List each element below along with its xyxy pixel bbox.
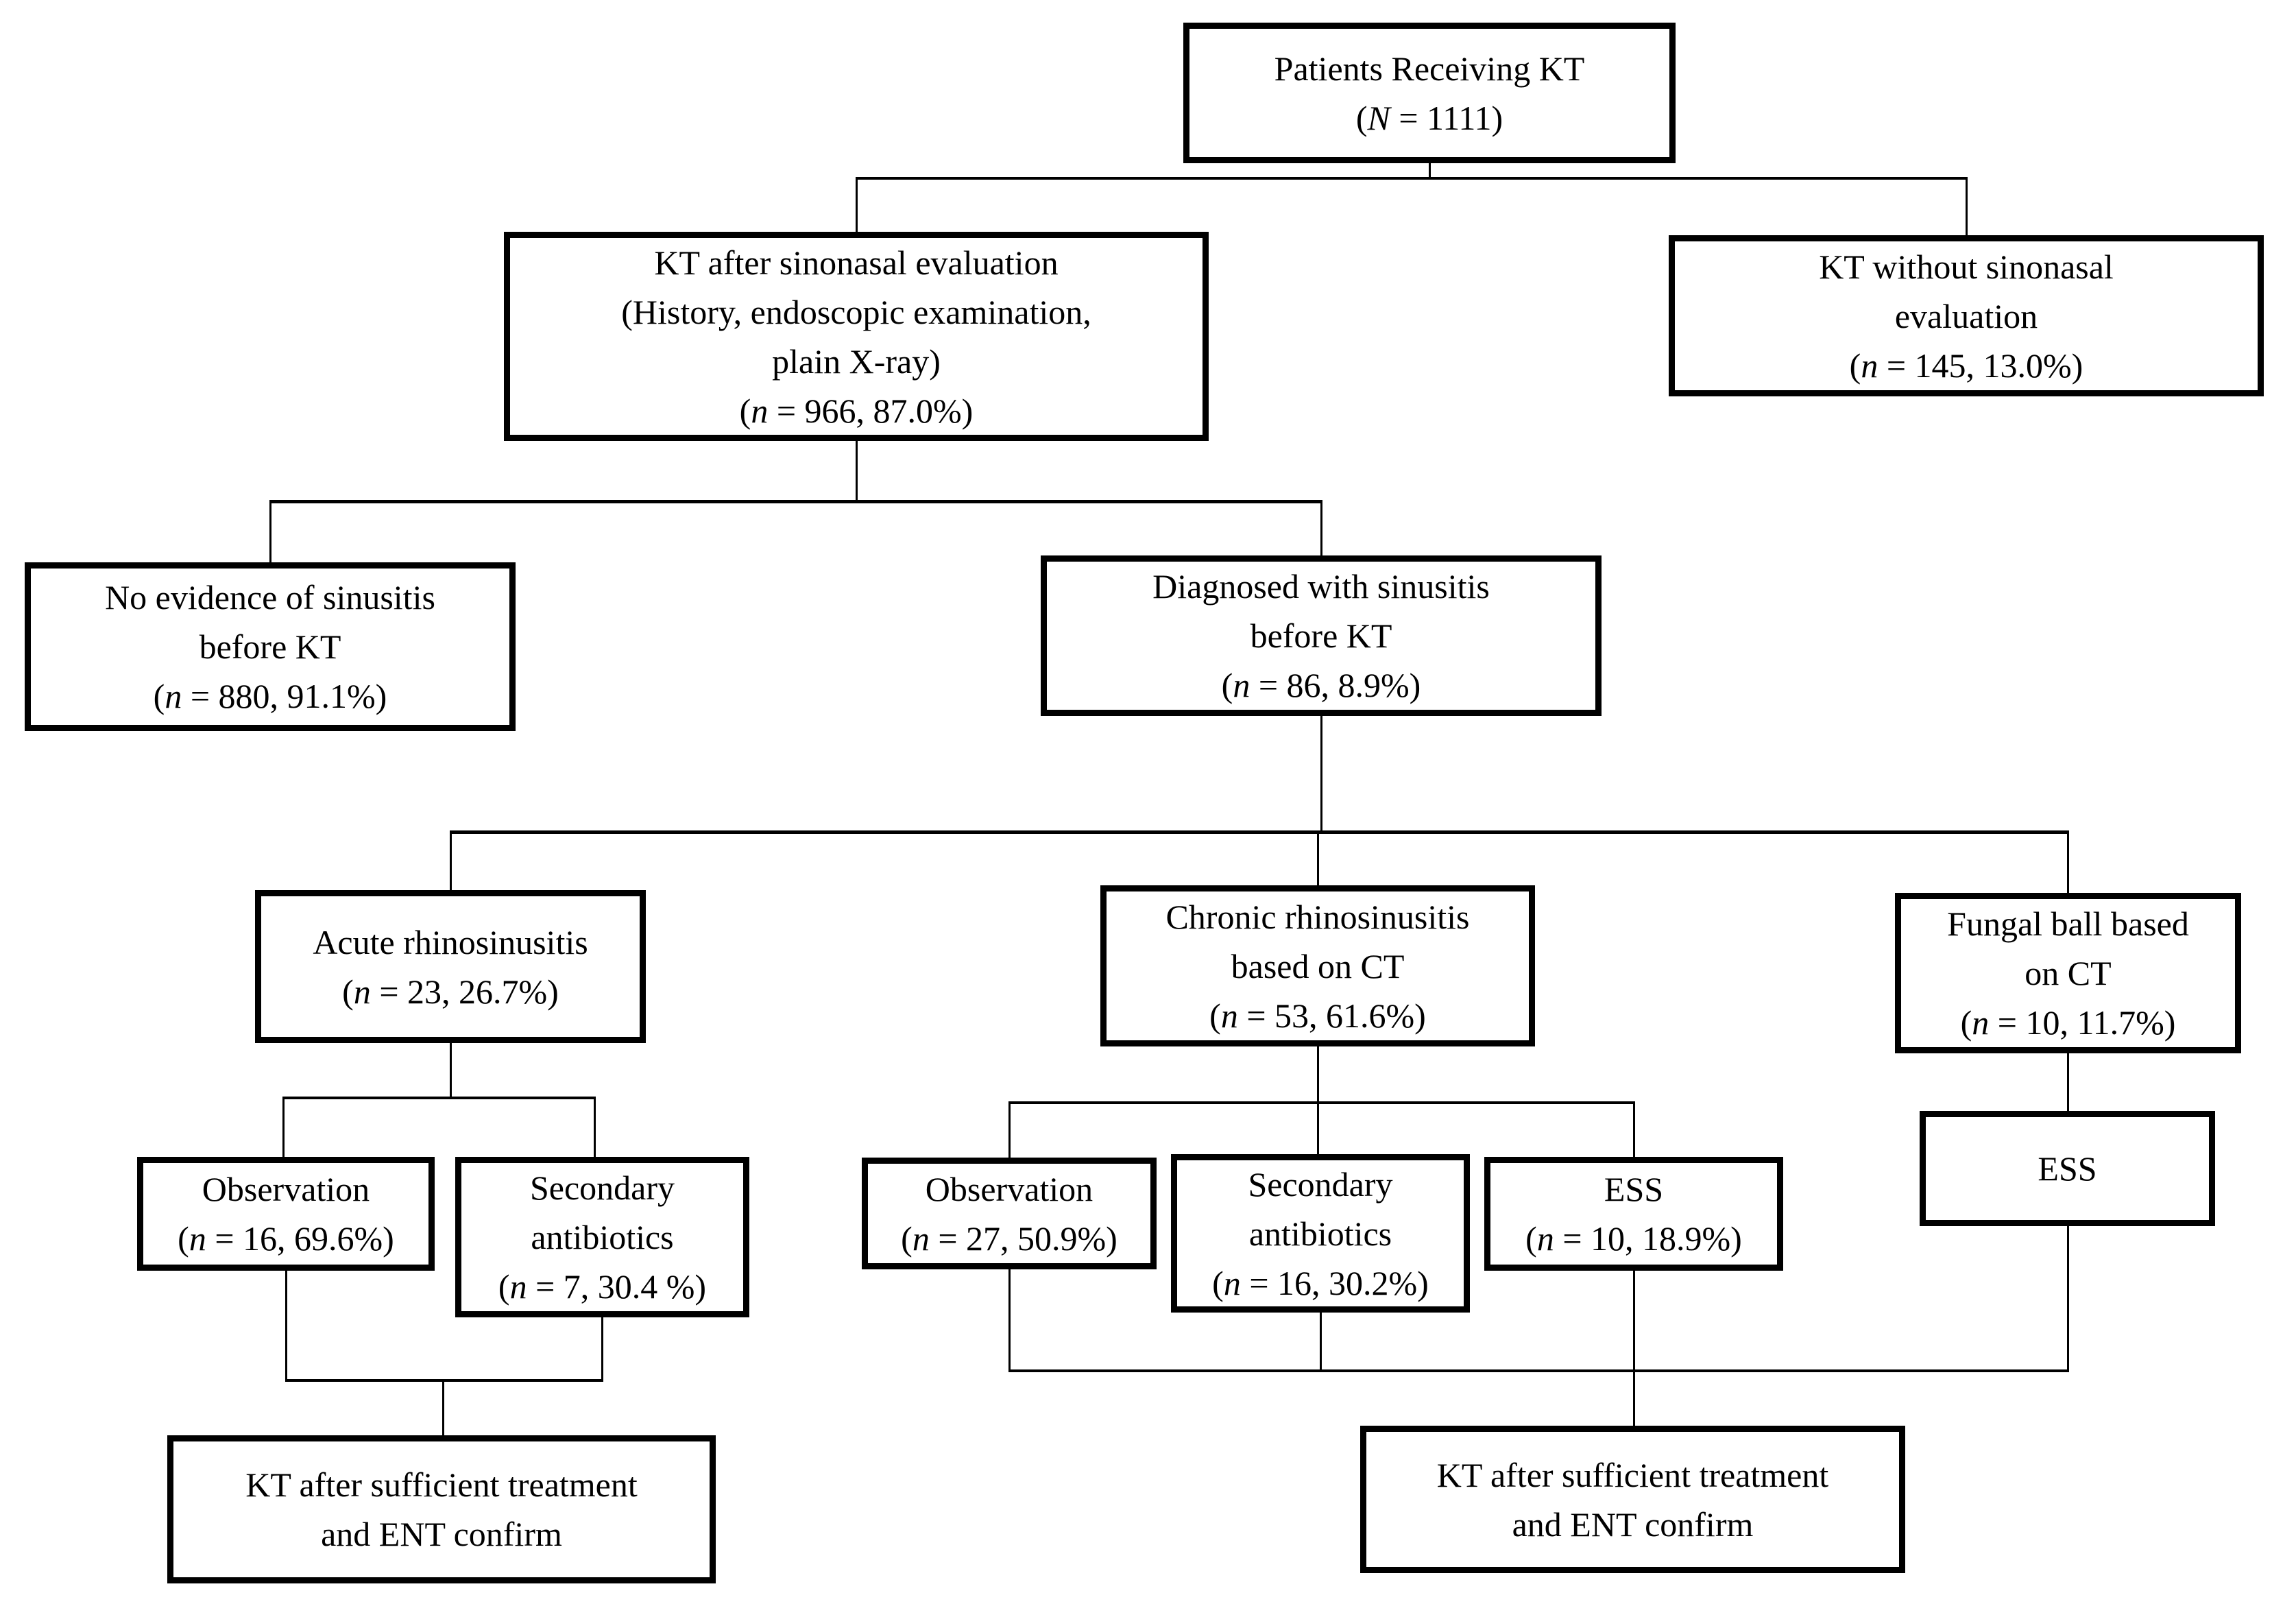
node-line: KT after sinonasal evaluation xyxy=(654,243,1059,282)
node-ess-chronic: ESS (n = 10, 18.9%) xyxy=(1484,1157,1783,1271)
node-line: Observation xyxy=(925,1169,1093,1208)
node-line: antibiotics xyxy=(1248,1214,1392,1253)
node-ess-fungal: ESS xyxy=(1920,1111,2215,1226)
connector-split-level1 xyxy=(856,177,1967,180)
node-line: antibiotics xyxy=(531,1218,674,1256)
node-line: (n = 7, 30.4 %) xyxy=(498,1267,707,1306)
connector-obs-acute-bottom xyxy=(285,1268,287,1382)
node-line: evaluation xyxy=(1894,296,2038,335)
connector-obs-chronic-bottom xyxy=(1008,1267,1011,1372)
node-secondary-antibiotics-acute: Secondary antibiotics (n = 7, 30.4 %) xyxy=(455,1157,749,1317)
node-observation-chronic: Observation (n = 27, 50.9%) xyxy=(862,1158,1157,1269)
connector-abx-chronic-top xyxy=(1317,1101,1319,1159)
node-chronic-rhinosinusitis: Chronic rhinosinusitis based on CT (n = … xyxy=(1100,885,1535,1046)
node-line: Acute rhinosinusitis xyxy=(313,922,588,961)
node-kt-after-sinonasal-evaluation: KT after sinonasal evaluation (History, … xyxy=(504,232,1209,441)
node-line: (n = 23, 26.7%) xyxy=(342,972,559,1011)
node-line: and ENT confirm xyxy=(1512,1505,1754,1544)
connector-kt-right-top xyxy=(1633,1369,1635,1431)
node-line: Patients Receiving KT xyxy=(1274,49,1585,88)
connector-chronic-top xyxy=(1317,830,1319,890)
connector-kt-left-top xyxy=(442,1379,444,1440)
node-kt-without-sinonasal-evaluation: KT without sinonasal evaluation (n = 145… xyxy=(1669,235,2264,396)
connector-ess-chronic-top xyxy=(1633,1101,1635,1162)
node-line: plain X-ray) xyxy=(772,342,941,381)
connector-split-level3 xyxy=(450,830,2068,834)
connector-acute-top xyxy=(450,830,452,895)
connector-acute-bottom xyxy=(450,1040,452,1099)
node-line: before KT xyxy=(199,627,341,666)
node-line: Diagnosed with sinusitis xyxy=(1152,567,1490,606)
connector-fungal-bottom xyxy=(2067,1051,2069,1116)
node-observation-acute: Observation (n = 16, 69.6%) xyxy=(137,1157,435,1271)
connector-abx-acute-top xyxy=(594,1097,596,1162)
node-line: (n = 86, 8.9%) xyxy=(1221,666,1421,704)
connector-fungal-top xyxy=(2067,830,2069,898)
connector-eval-top xyxy=(856,177,858,237)
connector-noeval-top xyxy=(1966,177,1968,241)
node-secondary-antibiotics-chronic: Secondary antibiotics (n = 16, 30.2%) xyxy=(1171,1154,1470,1313)
node-line: and ENT confirm xyxy=(321,1515,562,1553)
node-line: KT after sufficient treatment xyxy=(1436,1455,1829,1494)
node-line: (n = 966, 87.0%) xyxy=(739,391,974,430)
node-fungal-ball: Fungal ball based on CT (n = 10, 11.7%) xyxy=(1895,893,2241,1053)
connector-join-left xyxy=(285,1379,603,1382)
node-line: Observation xyxy=(202,1170,370,1208)
connector-split-chronic xyxy=(1009,1101,1635,1104)
connector-split-level2 xyxy=(270,500,1322,503)
node-kt-after-treatment-left: KT after sufficient treatment and ENT co… xyxy=(167,1435,716,1583)
node-no-evidence-of-sinusitis: No evidence of sinusitis before KT (n = … xyxy=(25,562,516,731)
node-line: (n = 145, 13.0%) xyxy=(1849,346,2083,385)
connector-abx-acute-bottom xyxy=(601,1315,603,1382)
node-line: (n = 10, 18.9%) xyxy=(1525,1219,1742,1258)
connector-split-acute xyxy=(283,1097,595,1099)
connector-obs-chronic-top xyxy=(1008,1101,1011,1162)
node-line: (n = 16, 30.2%) xyxy=(1212,1263,1429,1302)
node-line: Secondary xyxy=(1248,1164,1393,1204)
node-line: (N = 1111) xyxy=(1355,98,1503,137)
connector-obs-acute-top xyxy=(282,1097,285,1162)
node-line: (n = 27, 50.9%) xyxy=(901,1219,1117,1258)
node-line: Chronic rhinosinusitis xyxy=(1165,897,1470,936)
node-line: Fungal ball based xyxy=(1947,905,2189,943)
node-line: Secondary xyxy=(529,1169,675,1207)
node-line: No evidence of sinusitis xyxy=(105,578,435,617)
node-line: ESS xyxy=(1604,1170,1664,1208)
node-line: (n = 16, 69.6%) xyxy=(178,1219,394,1258)
node-line: (n = 880, 91.1%) xyxy=(153,677,387,715)
node-line: based on CT xyxy=(1231,946,1405,985)
node-line: on CT xyxy=(2025,954,2112,992)
node-kt-after-treatment-right: KT after sufficient treatment and ENT co… xyxy=(1360,1426,1905,1573)
node-line: (n = 10, 11.7%) xyxy=(1960,1003,2176,1042)
node-line: (n = 53, 61.6%) xyxy=(1209,996,1426,1035)
connector-root-drop xyxy=(1429,163,1431,180)
node-diagnosed-with-sinusitis: Diagnosed with sinusitis before KT (n = … xyxy=(1041,555,1602,716)
connector-diag-bottom xyxy=(1320,713,1322,833)
connector-ess-fungal-bottom xyxy=(2067,1223,2069,1372)
node-line: KT after sufficient treatment xyxy=(245,1465,638,1504)
connector-eval-bottom xyxy=(856,438,858,503)
connector-ess-chronic-bottom xyxy=(1633,1268,1635,1372)
connector-join-right xyxy=(1008,1369,2069,1372)
connector-abx-chronic-bottom xyxy=(1320,1310,1322,1372)
node-acute-rhinosinusitis: Acute rhinosinusitis (n = 23, 26.7%) xyxy=(255,890,646,1043)
node-line: KT without sinonasal xyxy=(1819,247,2114,286)
node-line: (History, endoscopic examination, xyxy=(621,292,1091,331)
node-patients-receiving-kt: Patients Receiving KT (N = 1111) xyxy=(1183,23,1676,163)
connector-chronic-bottom xyxy=(1317,1043,1319,1104)
connector-nosin-top xyxy=(269,500,271,566)
connector-diag-top xyxy=(1320,500,1322,560)
node-line: before KT xyxy=(1250,617,1392,655)
node-line: ESS xyxy=(2038,1149,2097,1188)
